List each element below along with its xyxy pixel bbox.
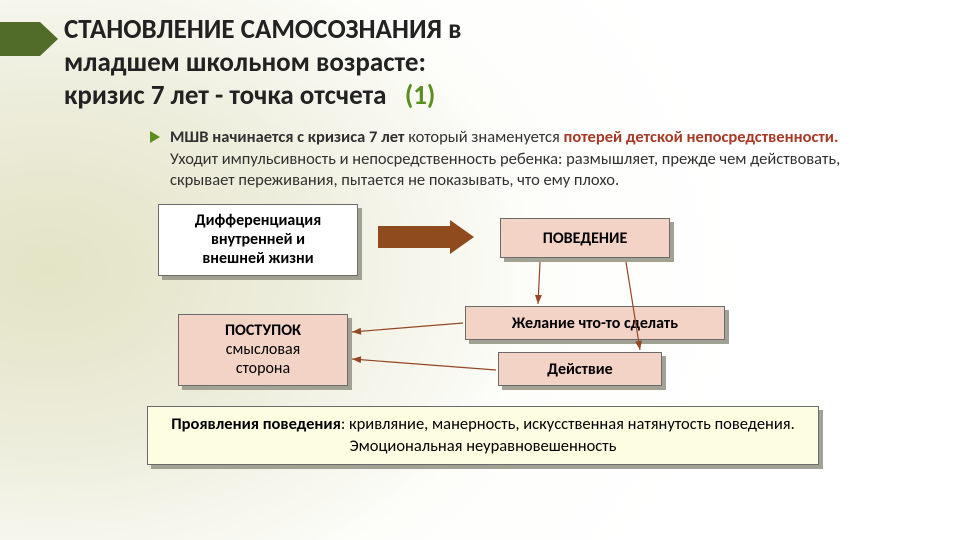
title-line-3-main: кризис 7 лет - точка отсчета — [64, 79, 386, 112]
body-paragraph: МШВ начинается с кризиса 7 лет который з… — [170, 127, 890, 192]
bullet-icon — [150, 130, 160, 192]
node-box5: Действие — [498, 352, 662, 386]
title-marker-icon — [0, 22, 64, 56]
footer-text: : кривляние, манерность, искусственная н… — [341, 414, 795, 455]
para-highlight: потерей детской непосредственности. — [564, 127, 839, 147]
node-label: внутренней и — [211, 230, 305, 249]
title-line-3: кризис 7 лет - точка отсчета (1) — [64, 80, 900, 113]
node-label-bold: ПОСТУПОК — [225, 321, 301, 340]
node-box4: Желание что-то сделать — [465, 306, 725, 340]
node-label: Действие — [547, 360, 612, 379]
flowchart: Дифференциациявнутренней ивнешней жизни П… — [0, 204, 960, 454]
title-line-2: младшем школьном возрасте: — [64, 47, 900, 80]
node-box3: ПОСТУПОКсмысловаясторона — [178, 314, 348, 386]
para-mid1: который знаменуется — [404, 127, 563, 147]
node-box1: Дифференциациявнутренней ивнешней жизни — [158, 204, 358, 276]
node-label: Дифференциация — [195, 211, 321, 230]
footer-box: Проявления поведения: кривляние, манерно… — [147, 406, 819, 465]
node-box2: ПОВЕДЕНИЕ — [500, 218, 670, 258]
node-label: сторона — [236, 359, 290, 378]
node-label: Желание что-то сделать — [512, 314, 678, 333]
footer-lead: Проявления поведения — [171, 414, 341, 434]
node-label: ПОВЕДЕНИЕ — [543, 229, 628, 248]
thin-arrow — [352, 356, 496, 370]
paragraph-row: МШВ начинается с кризиса 7 лет который з… — [0, 113, 960, 192]
thin-arrow — [535, 262, 542, 304]
block-arrow — [378, 220, 474, 254]
title-counter: (1) — [405, 79, 436, 112]
para-tail: Уходит импульсивность и непосредственнос… — [170, 149, 840, 191]
title-line-1: СТАНОВЛЕНИЕ САМОСОЗНАНИЯ в — [64, 14, 900, 47]
node-label: внешней жизни — [202, 249, 313, 268]
slide-content: СТАНОВЛЕНИЕ САМОСОЗНАНИЯ в младшем школь… — [0, 0, 960, 454]
para-lead-bold: МШВ начинается с кризиса 7 лет — [170, 127, 404, 147]
slide-title: СТАНОВЛЕНИЕ САМОСОЗНАНИЯ в младшем школь… — [64, 14, 960, 113]
thin-arrow — [352, 323, 463, 335]
node-label: смысловая — [226, 340, 301, 359]
title-row: СТАНОВЛЕНИЕ САМОСОЗНАНИЯ в младшем школь… — [0, 0, 960, 113]
